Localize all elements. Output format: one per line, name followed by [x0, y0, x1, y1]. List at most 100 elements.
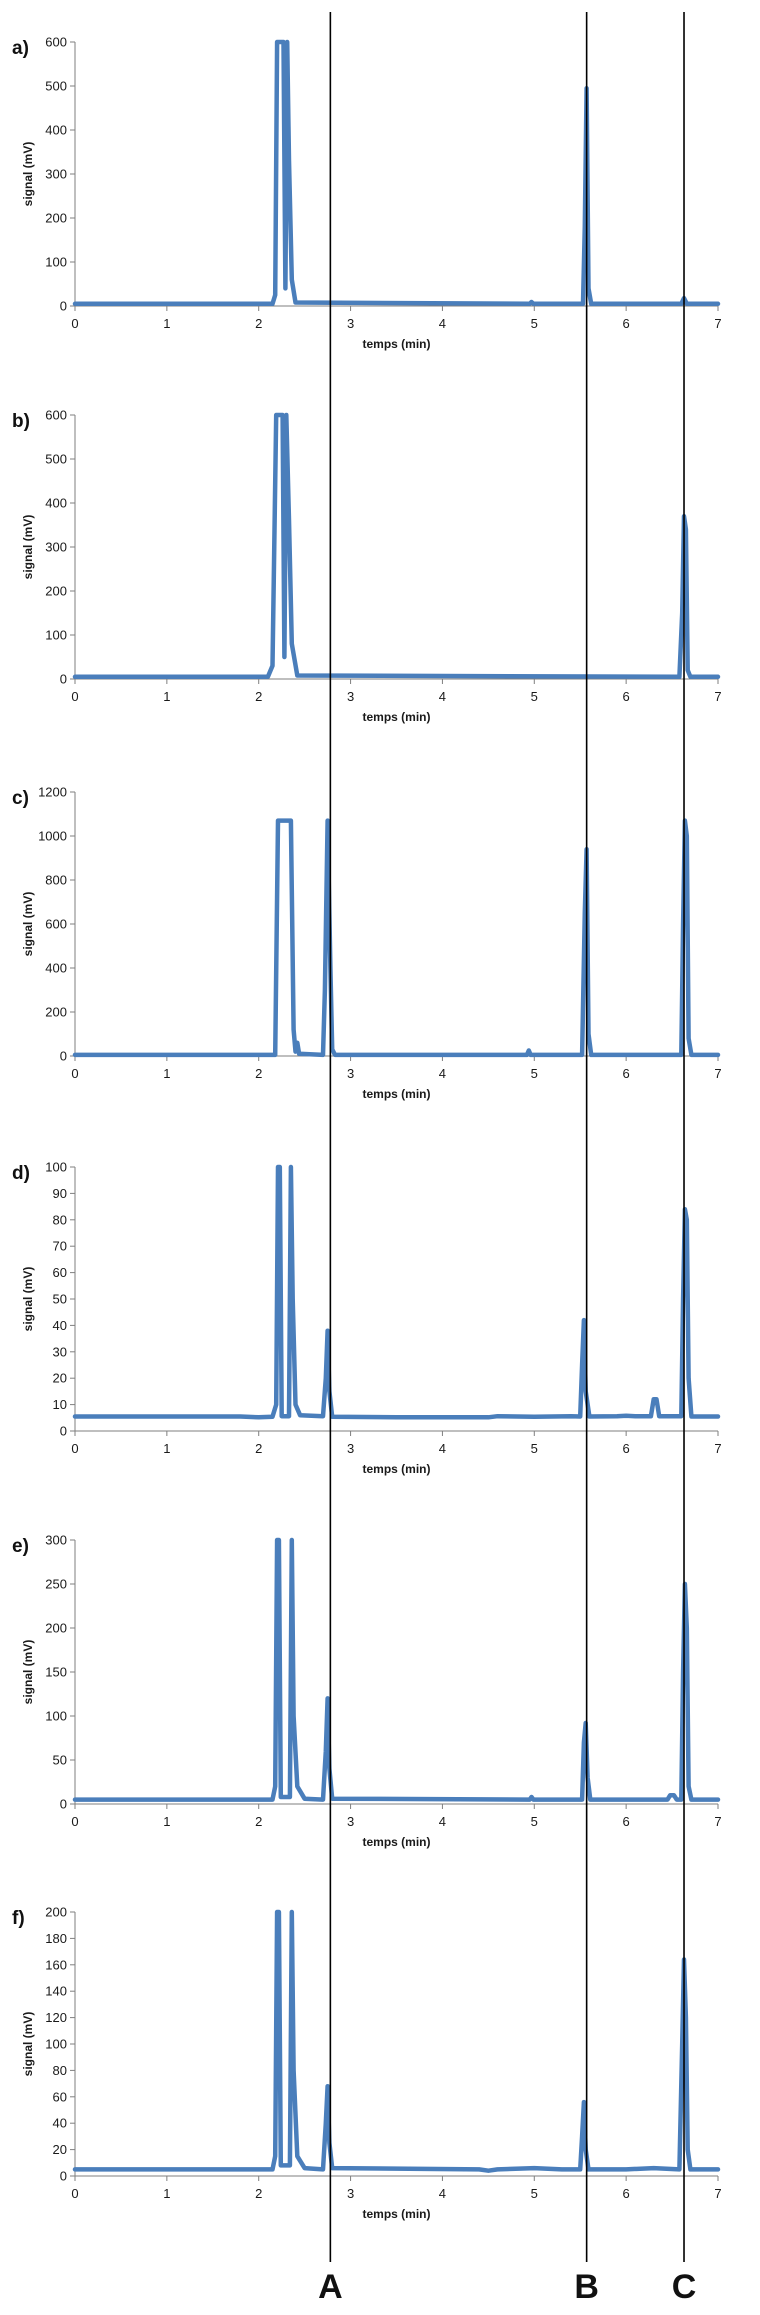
x-tick-label: 7 — [714, 1814, 721, 1829]
x-tick-label: 5 — [531, 1066, 538, 1081]
panel-label: a) — [12, 38, 29, 59]
x-tick-label: 1 — [163, 689, 170, 704]
reference-markers: A B C — [318, 12, 696, 2306]
x-tick-label: 1 — [163, 1814, 170, 1829]
signal-trace — [72, 1537, 721, 1802]
y-tick-label: 400 — [45, 961, 67, 976]
y-tick-label: 90 — [53, 1186, 67, 1201]
x-axis-title: temps (min) — [362, 1087, 430, 1101]
y-tick-label: 800 — [45, 873, 67, 888]
x-tick-label: 2 — [255, 689, 262, 704]
x-tick-label: 1 — [163, 1441, 170, 1456]
x-tick-label: 6 — [623, 1066, 630, 1081]
x-tick-label: 3 — [347, 1441, 354, 1456]
panel-label: b) — [12, 411, 30, 432]
y-tick-label: 200 — [45, 211, 67, 226]
x-tick-label: 3 — [347, 1066, 354, 1081]
y-tick-label: 60 — [53, 1265, 67, 1280]
reference-label-b: B — [574, 2268, 599, 2306]
chart-panel-5: e) 0 50 100 150 200 250 300 0 1 2 3 4 5 6 7 temps (min) s… — [12, 1533, 722, 1850]
x-tick-label: 3 — [347, 316, 354, 331]
y-tick-label: 200 — [45, 1621, 67, 1636]
y-tick-label: 500 — [45, 452, 67, 467]
panel-label: f) — [12, 1908, 25, 1929]
y-tick-label: 50 — [53, 1292, 67, 1307]
y-tick-label: 100 — [45, 1160, 67, 1175]
y-tick-label: 0 — [60, 299, 67, 314]
y-tick-label: 80 — [53, 1212, 67, 1227]
x-tick-label: 6 — [623, 2186, 630, 2201]
y-axis-title: signal (mV) — [21, 515, 35, 580]
x-tick-label: 4 — [439, 1066, 446, 1081]
y-tick-label: 200 — [45, 1005, 67, 1020]
x-axis-title: temps (min) — [362, 710, 430, 724]
x-tick-label: 7 — [714, 1066, 721, 1081]
x-tick-label: 2 — [255, 2186, 262, 2201]
x-tick-label: 5 — [531, 1441, 538, 1456]
panel-label: c) — [12, 788, 29, 809]
x-tick-label: 3 — [347, 1814, 354, 1829]
y-tick-label: 1000 — [38, 829, 67, 844]
y-tick-label: 140 — [45, 1984, 67, 1999]
y-tick-label: 0 — [60, 1424, 67, 1439]
x-tick-label: 4 — [439, 1441, 446, 1456]
y-tick-label: 50 — [53, 1753, 67, 1768]
y-tick-label: 0 — [60, 1049, 67, 1064]
y-tick-label: 200 — [45, 584, 67, 599]
y-tick-label: 1200 — [38, 785, 67, 800]
x-tick-label: 0 — [71, 2186, 78, 2201]
y-tick-label: 150 — [45, 1665, 67, 1680]
x-tick-label: 4 — [439, 689, 446, 704]
x-tick-label: 7 — [714, 2186, 721, 2201]
y-tick-label: 40 — [53, 1318, 67, 1333]
y-tick-label: 60 — [53, 2089, 67, 2104]
x-axis-title: temps (min) — [362, 1462, 430, 1476]
x-tick-label: 5 — [531, 316, 538, 331]
y-tick-label: 600 — [45, 917, 67, 932]
chart-panel-2: b) 0 100 200 300 400 500 600 0 1 2 3 4 5 6 7 temps (min)… — [12, 408, 722, 725]
panel-label: e) — [12, 1536, 29, 1557]
x-tick-label: 6 — [623, 1814, 630, 1829]
y-tick-label: 30 — [53, 1344, 67, 1359]
y-tick-label: 600 — [45, 408, 67, 423]
chart-panel-3: c) 0 200 400 600 800 1000 1200 0 1 2 3 4 5 6 7 temps (mi… — [12, 785, 722, 1102]
y-tick-label: 0 — [60, 2169, 67, 2184]
y-tick-label: 160 — [45, 1957, 67, 1972]
x-tick-label: 6 — [623, 316, 630, 331]
y-tick-label: 200 — [45, 1905, 67, 1920]
reference-label-c: C — [672, 2268, 697, 2306]
x-tick-label: 2 — [255, 1066, 262, 1081]
x-axis-title: temps (min) — [362, 337, 430, 351]
y-tick-label: 20 — [53, 2142, 67, 2157]
y-axis-title: signal (mV) — [21, 1640, 35, 1705]
x-tick-label: 4 — [439, 2186, 446, 2201]
y-tick-label: 300 — [45, 540, 67, 555]
x-tick-label: 6 — [623, 689, 630, 704]
x-tick-label: 3 — [347, 2186, 354, 2201]
y-tick-label: 100 — [45, 628, 67, 643]
y-tick-label: 100 — [45, 2037, 67, 2052]
signal-trace — [72, 1909, 721, 2173]
x-tick-label: 1 — [163, 2186, 170, 2201]
y-tick-label: 0 — [60, 672, 67, 687]
x-axis-title: temps (min) — [362, 2207, 430, 2221]
chart-panel-1: a) 0 100 200 300 400 500 600 0 1 2 3 4 5 6 7 temps (min)… — [12, 35, 722, 352]
y-axis-title: signal (mV) — [21, 1267, 35, 1332]
x-tick-label: 7 — [714, 1441, 721, 1456]
y-tick-label: 80 — [53, 2063, 67, 2078]
y-tick-label: 40 — [53, 2116, 67, 2131]
x-tick-label: 2 — [255, 316, 262, 331]
y-tick-label: 400 — [45, 496, 67, 511]
x-tick-label: 5 — [531, 2186, 538, 2201]
y-tick-label: 250 — [45, 1577, 67, 1592]
x-tick-label: 0 — [71, 1814, 78, 1829]
x-tick-label: 4 — [439, 316, 446, 331]
y-axis-title: signal (mV) — [21, 892, 35, 957]
signal-trace — [72, 818, 721, 1058]
y-axis-title: signal (mV) — [21, 2012, 35, 2077]
signal-trace — [72, 39, 721, 307]
signal-trace — [72, 412, 721, 680]
y-tick-label: 500 — [45, 79, 67, 94]
x-tick-label: 6 — [623, 1441, 630, 1456]
